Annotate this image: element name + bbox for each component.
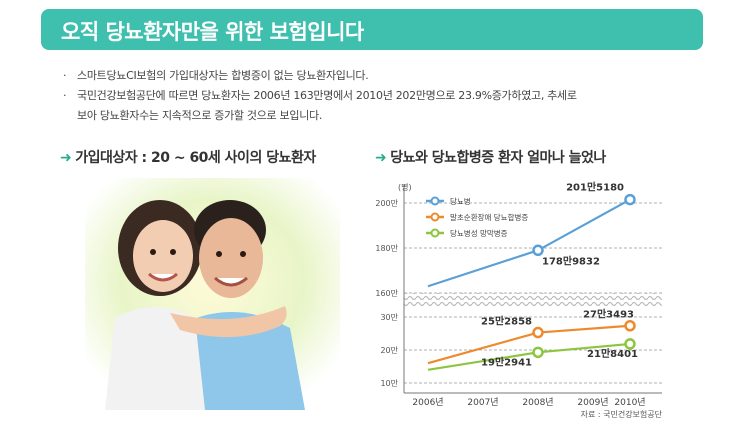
page-title: 오직 당뇨환자만을 위한 보험입니다 [61, 20, 364, 44]
chart-section-label: 당뇨와 당뇨합병증 환자 얼마나 늘었나 [390, 150, 606, 166]
data-point [532, 326, 544, 339]
data-label: 27만3493 [583, 308, 634, 321]
data-point [532, 244, 544, 257]
legend-label: 당뇨병 [450, 196, 471, 206]
axis-break-marker [404, 293, 662, 307]
source-note: 자료 : 국민건강보험공단 [581, 409, 663, 419]
data-point [532, 346, 544, 359]
y-tick-label: 180만 [375, 244, 398, 253]
bullet-text: 보아 당뇨환자수는 지속적으로 증가할 것으로 보입니다. [77, 109, 323, 122]
target-section-title: ➜ 가입대상자 : 20 ~ 60세 사이의 당뇨환자 [60, 147, 316, 167]
legend-label: 당뇨병성 망막병증 [450, 228, 508, 238]
data-labels: 201만5180 178만9832 25만2858 27만3493 19만2941 21만… [481, 181, 638, 369]
legend-swatch-marker [430, 228, 440, 238]
header-banner: 오직 당뇨환자만을 위한 보험입니다 [41, 9, 703, 50]
data-label: 21만8401 [587, 347, 638, 360]
bullet-text: 스마트당뇨CI보험의 가입대상자는 합병증이 없는 당뇨환자입니다. [77, 69, 369, 82]
unit-label: (명) [398, 182, 412, 192]
x-tick-labels: 2006년 2007년 2008년 2009년 2010년 [412, 397, 645, 408]
y-tick-label: 160만 [375, 289, 398, 298]
lower-gridlines [404, 316, 662, 384]
x-tick-label: 2007년 [467, 397, 498, 408]
chart-section-title: ➜ 당뇨와 당뇨합병증 환자 얼마나 늘었나 [375, 147, 606, 167]
arrow-right-icon: ➜ [375, 150, 387, 166]
description-list: · 스마트당뇨CI보험의 가입대상자는 합병증이 없는 당뇨환자입니다. · 국… [63, 66, 703, 126]
bullet-item: · 스마트당뇨CI보험의 가입대상자는 합병증이 없는 당뇨환자입니다. [63, 66, 703, 86]
legend-swatch-marker [430, 196, 440, 206]
x-tick-label: 2006년 [412, 397, 443, 408]
couple-photo [85, 178, 340, 410]
x-tick-label: 2009년 [577, 397, 608, 408]
y-tick-labels: 160만 180만 200만 10만 20만 30만 [375, 199, 398, 388]
bullet-item: · 국민건강보험공단에 따르면 당뇨환자는 2006년 163만명에서 2010… [63, 86, 703, 106]
bullet-item-continued: 보아 당뇨환자수는 지속적으로 증가할 것으로 보입니다. [63, 106, 703, 126]
y-tick-label: 30만 [380, 313, 398, 322]
data-label: 19만2941 [481, 355, 532, 368]
bullet-text: 국민건강보험공단에 따르면 당뇨환자는 2006년 163만명에서 2010년 … [77, 89, 577, 102]
series-points [532, 193, 636, 359]
data-label: 178만9832 [542, 254, 600, 267]
x-tick-label: 2010년 [614, 397, 645, 408]
line-chart: (명) 160만 180만 200만 10만 20만 30만 2006년 2007년 2008… [375, 181, 663, 419]
series-lines [427, 198, 631, 371]
legend-label: 말초순환장애 당뇨합병증 [450, 212, 528, 222]
data-label: 201만5180 [566, 181, 624, 194]
data-point [624, 319, 636, 332]
data-label: 25만2858 [481, 315, 532, 328]
legend-swatch-marker [430, 212, 440, 222]
data-point [624, 193, 636, 206]
bullet-dot: · [63, 89, 67, 102]
arrow-right-icon: ➜ [60, 150, 72, 166]
y-tick-label: 10만 [380, 379, 398, 388]
y-tick-label: 20만 [380, 346, 398, 355]
y-tick-label: 200만 [375, 199, 398, 208]
data-point [624, 338, 636, 350]
x-tick-label: 2008년 [522, 397, 553, 408]
bullet-dot: · [63, 69, 67, 82]
target-section-label: 가입대상자 : 20 ~ 60세 사이의 당뇨환자 [75, 150, 316, 166]
